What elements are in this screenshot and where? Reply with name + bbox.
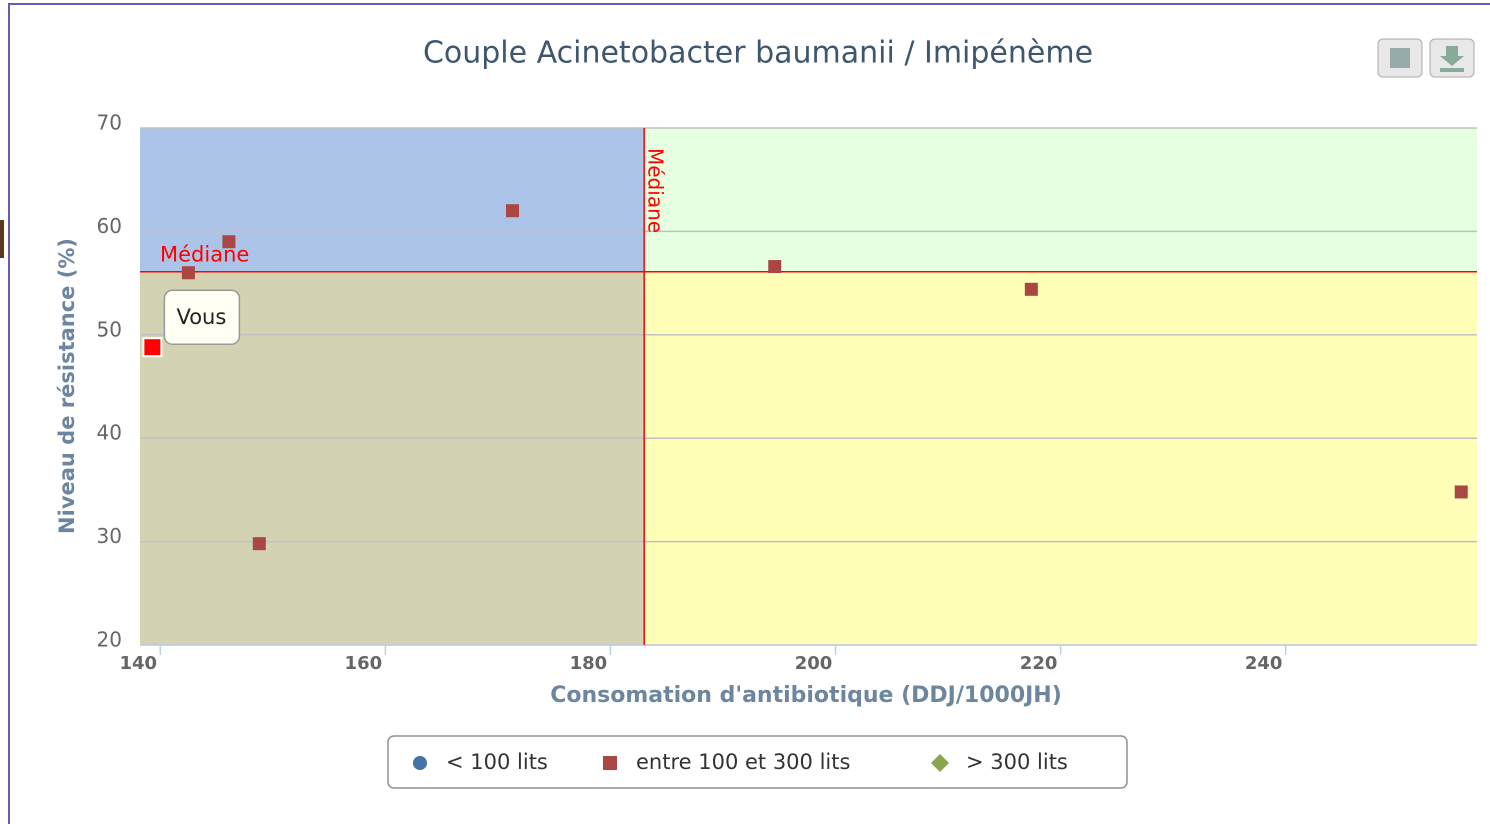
- y-axis-label: Niveau de résistance (%): [55, 238, 79, 534]
- legend-box: [387, 735, 1128, 789]
- marker: [603, 756, 617, 770]
- tooltip-box: [163, 289, 241, 345]
- data-point: [252, 537, 266, 551]
- median-label: Médiane: [160, 243, 249, 267]
- chart-title: Couple Acinetobacter baumanii / Imipénèm…: [423, 36, 1093, 71]
- y-tick-label: 70: [97, 111, 122, 135]
- x-tick-label: 180: [570, 653, 608, 674]
- tooltip-text: Vous: [176, 305, 226, 329]
- print-button[interactable]: [1377, 38, 1423, 78]
- median-label: Médiane: [644, 148, 668, 233]
- marker: [413, 756, 427, 770]
- marker: [931, 754, 949, 772]
- data-point: [222, 235, 236, 249]
- legend-label: > 300 lits: [966, 750, 1068, 774]
- data-point: [506, 204, 520, 218]
- y-tick-label: 20: [97, 628, 122, 652]
- export-icon: [1440, 46, 1464, 72]
- quadrant: [644, 128, 1477, 272]
- y-tick-label: 60: [97, 214, 122, 238]
- data-point: [768, 260, 782, 274]
- data-point: [142, 337, 163, 358]
- legend-label: < 100 lits: [446, 750, 548, 774]
- print-icon: [1390, 48, 1410, 68]
- x-tick-label: 160: [345, 653, 383, 674]
- data-point: [1024, 282, 1038, 296]
- data-point: [181, 266, 195, 280]
- data-point: [1454, 485, 1468, 499]
- x-tick-label: 200: [795, 653, 833, 674]
- x-tick-label: 140: [119, 653, 157, 674]
- quadrant: [644, 271, 1477, 645]
- y-tick-label: 40: [97, 421, 122, 445]
- x-tick-label: 240: [1245, 653, 1283, 674]
- y-tick-label: 50: [97, 317, 122, 341]
- export-button[interactable]: [1429, 38, 1475, 78]
- edge-mark: [0, 220, 4, 258]
- x-axis-label: Consomation d'antibiotique (DDJ/1000JH): [550, 683, 1062, 708]
- legend-label: entre 100 et 300 lits: [636, 750, 850, 774]
- y-tick-label: 30: [97, 524, 122, 548]
- x-tick-label: 220: [1020, 653, 1058, 674]
- plot: Médiane Médiane Vous: [140, 127, 1477, 655]
